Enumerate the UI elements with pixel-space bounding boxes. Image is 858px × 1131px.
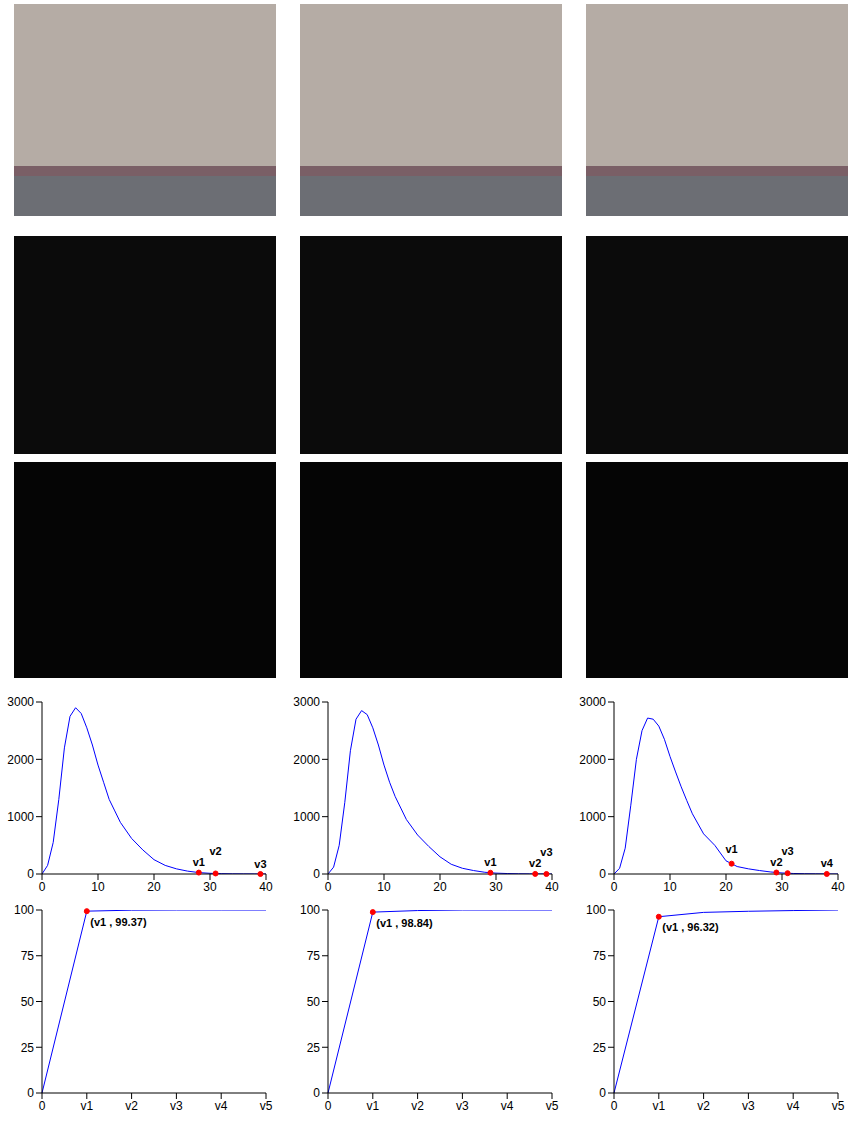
svg-text:v1: v1 [725,843,737,855]
svg-text:v4: v4 [501,1099,514,1113]
svg-text:100: 100 [300,903,320,917]
svg-text:1000: 1000 [293,810,320,824]
svg-text:v3: v3 [254,858,266,870]
svg-text:v2: v2 [209,845,221,857]
svg-text:(v1 , 96.32): (v1 , 96.32) [662,921,719,933]
svg-text:40: 40 [259,880,273,894]
svg-text:10: 10 [663,880,677,894]
svg-text:30: 30 [775,880,789,894]
svg-text:v4: v4 [821,857,834,869]
svg-text:v2: v2 [770,856,782,868]
svg-text:0: 0 [39,880,46,894]
svg-text:v3: v3 [540,846,552,858]
svg-text:v2: v2 [125,1099,138,1113]
svg-text:25: 25 [21,1041,35,1055]
svg-text:1000: 1000 [7,810,34,824]
svg-text:(v1 , 99.37): (v1 , 99.37) [90,916,147,928]
svg-text:25: 25 [307,1041,321,1055]
svg-text:v5: v5 [832,1099,845,1113]
svg-text:1000: 1000 [579,810,606,824]
svg-text:2000: 2000 [7,753,34,767]
svg-text:0: 0 [611,880,618,894]
svg-text:0: 0 [325,880,332,894]
svg-text:v1: v1 [80,1099,93,1113]
svg-text:v1: v1 [193,856,205,868]
svg-text:3000: 3000 [7,695,34,709]
svg-text:v2: v2 [697,1099,710,1113]
svg-text:3000: 3000 [293,695,320,709]
svg-text:20: 20 [433,880,447,894]
svg-text:50: 50 [21,995,35,1009]
svg-text:0: 0 [27,1086,34,1100]
svg-text:20: 20 [147,880,161,894]
svg-text:0: 0 [27,867,34,881]
svg-text:v3: v3 [170,1099,183,1113]
svg-text:0: 0 [313,1086,320,1100]
svg-text:v1: v1 [484,856,496,868]
svg-text:25: 25 [593,1041,607,1055]
svg-text:0: 0 [313,867,320,881]
svg-text:0: 0 [325,1099,332,1113]
svg-text:10: 10 [91,880,105,894]
svg-text:v2: v2 [529,857,541,869]
svg-text:75: 75 [307,949,321,963]
svg-text:100: 100 [14,903,34,917]
svg-text:(v1 , 98.84): (v1 , 98.84) [376,917,433,929]
svg-text:v3: v3 [456,1099,469,1113]
svg-text:50: 50 [307,995,321,1009]
svg-text:2000: 2000 [579,753,606,767]
svg-text:100: 100 [586,903,606,917]
svg-text:v1: v1 [652,1099,665,1113]
svg-text:0: 0 [599,1086,606,1100]
svg-text:2000: 2000 [293,753,320,767]
svg-text:30: 30 [203,880,217,894]
svg-text:v3: v3 [781,845,793,857]
svg-text:30: 30 [489,880,503,894]
svg-text:v4: v4 [787,1099,800,1113]
svg-text:v1: v1 [366,1099,379,1113]
svg-text:0: 0 [611,1099,618,1113]
svg-text:75: 75 [593,949,607,963]
svg-text:0: 0 [599,867,606,881]
svg-text:40: 40 [831,880,845,894]
svg-text:20: 20 [719,880,733,894]
svg-text:v5: v5 [546,1099,559,1113]
svg-text:v2: v2 [411,1099,424,1113]
svg-text:v4: v4 [215,1099,228,1113]
svg-text:3000: 3000 [579,695,606,709]
svg-text:v3: v3 [742,1099,755,1113]
svg-text:75: 75 [21,949,35,963]
svg-text:10: 10 [377,880,391,894]
svg-text:0: 0 [39,1099,46,1113]
svg-text:40: 40 [545,880,559,894]
svg-text:50: 50 [593,995,607,1009]
svg-text:v5: v5 [260,1099,273,1113]
